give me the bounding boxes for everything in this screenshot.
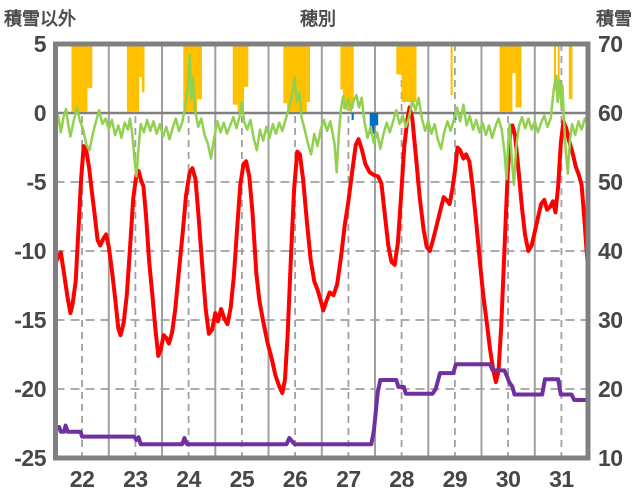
- orange-bars-from-top: [71, 44, 573, 112]
- right-axis-tick: 70: [598, 31, 623, 57]
- x-axis-tick: 24: [176, 466, 201, 492]
- right-axis-title: 積雪: [596, 9, 632, 29]
- right-axis-tick: 10: [598, 445, 623, 471]
- left-axis-tick: -5: [27, 169, 47, 195]
- x-axis-tick: 26: [283, 466, 308, 492]
- left-axis-tick: 5: [34, 31, 47, 57]
- right-axis-tick: 60: [598, 100, 623, 126]
- left-axis-tick: -25: [14, 445, 46, 471]
- right-axis-tick: 30: [598, 307, 623, 333]
- left-axis-tick: -20: [14, 376, 46, 402]
- x-axis-tick: 27: [336, 466, 361, 492]
- right-axis-tick: 20: [598, 376, 623, 402]
- left-axis-tick: 0: [34, 100, 46, 126]
- left-axis-tick: -15: [14, 307, 46, 333]
- x-axis-tick: 28: [389, 466, 414, 492]
- x-axis-tick: 22: [70, 466, 95, 492]
- chart-title: 穂別: [300, 9, 336, 29]
- left-axis-tick: -10: [14, 238, 46, 264]
- x-axis-tick: 29: [443, 466, 468, 492]
- plot-frame: [53, 41, 591, 461]
- x-axis-tick: 30: [496, 466, 521, 492]
- x-axis-tick: 31: [549, 466, 574, 492]
- right-axis-tick: 40: [598, 238, 623, 264]
- x-axis-tick: 25: [230, 466, 255, 492]
- right-axis-tick: 50: [598, 169, 623, 195]
- purple-line: [55, 362, 588, 447]
- left-axis-title: 積雪以外: [4, 9, 76, 29]
- x-axis-tick: 23: [123, 466, 148, 492]
- green-line: [55, 53, 588, 187]
